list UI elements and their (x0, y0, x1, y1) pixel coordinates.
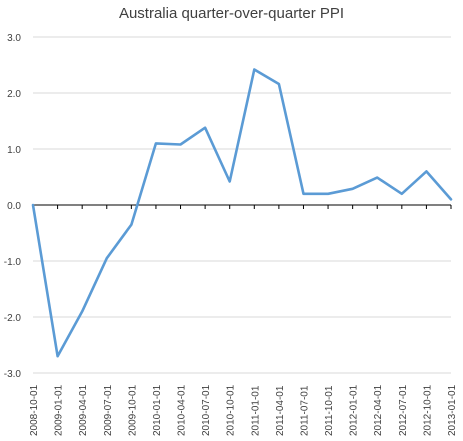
x-tick-label: 2012-07-01 (398, 384, 409, 436)
x-tick-label: 2012-01-01 (349, 384, 360, 436)
x-axis (32, 204, 452, 209)
x-tick-label: 2009-07-01 (103, 384, 114, 436)
x-tick-label: 2009-10-01 (127, 384, 138, 436)
y-tick-label: 2.0 (7, 89, 21, 100)
x-tick-label: 2011-10-01 (324, 385, 335, 436)
x-tick-label: 2010-04-01 (177, 384, 188, 436)
x-tick-label: 2010-10-01 (226, 384, 237, 436)
y-tick-label: 3.0 (7, 33, 21, 44)
x-tick-label: 2010-07-01 (201, 384, 212, 436)
x-axis-tick-labels: 2008-10-01 2009-01-01 2009-04-01 2009-07-01… (29, 384, 458, 436)
x-tick-label: 2009-01-01 (54, 384, 65, 436)
series-layer (31, 68, 453, 358)
y-tick-label: -3.0 (4, 369, 22, 380)
x-tick-label: 2012-10-01 (422, 384, 433, 436)
y-tick-label: -2.0 (4, 313, 22, 324)
y-tick-label: -1.0 (4, 257, 22, 268)
x-tick-label: 2013-01-01 (447, 384, 458, 436)
x-tick-label: 2012-04-01 (373, 384, 384, 436)
x-tick-label: 2009-04-01 (78, 384, 89, 436)
x-tick-label: 2011-01-01 (250, 385, 261, 436)
series-line (31, 68, 453, 358)
x-tick-label: 2011-07-01 (299, 385, 310, 436)
chart-title: Australia quarter-over-quarter PPI (119, 5, 344, 22)
y-axis-tick-labels: -3.0 -2.0 -1.0 0.0 1.0 2.0 3.0 (4, 33, 22, 380)
y-tick-label: 1.0 (7, 145, 21, 156)
x-tick-label: 2011-04-01 (275, 385, 286, 436)
grid-layer (33, 36, 451, 374)
y-tick-label: 0.0 (7, 201, 21, 212)
x-tick-label: 2008-10-01 (29, 384, 40, 436)
x-tick-label: 2010-01-01 (152, 384, 163, 436)
